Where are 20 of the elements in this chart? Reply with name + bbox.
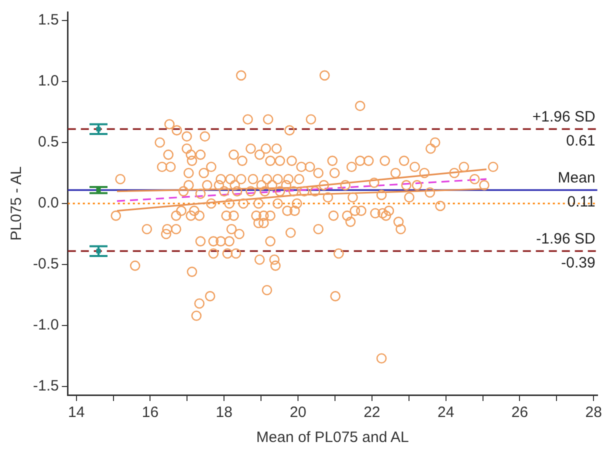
y-tick-label: 1.0	[38, 72, 59, 90]
x-tick-label: 18	[216, 404, 232, 422]
x-tick-label: 28	[585, 404, 602, 422]
x-tick-label: 24	[437, 404, 454, 422]
x-tick-label: 14	[68, 404, 85, 422]
x-tick-label: 20	[290, 404, 306, 422]
x-tick-label: 26	[511, 404, 528, 422]
y-tick-label: 1.5	[38, 12, 59, 29]
ref-line-label: +1.96 SD 0.61	[532, 108, 596, 150]
x-tick-label: 22	[364, 404, 380, 422]
y-tick-label: 0.5	[38, 134, 59, 151]
y-tick-label: 0.0	[38, 194, 59, 212]
y-tick-label: -0.5	[32, 256, 59, 273]
y-tick-label: -1.5	[32, 378, 59, 395]
y-tick-label: -1.0	[32, 316, 59, 334]
x-tick-label: 16	[142, 404, 159, 422]
ref-line-label: Mean 0.11	[558, 170, 596, 211]
x-axis-title: Mean of PL075 and AL	[256, 429, 409, 446]
y-axis-title: PL075 - AL	[8, 166, 26, 241]
ref-line-label: -1.96 SD -0.39	[536, 230, 596, 272]
